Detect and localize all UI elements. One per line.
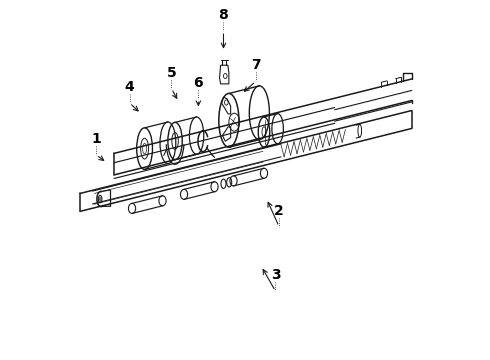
Text: 2: 2 — [274, 204, 284, 218]
Text: 3: 3 — [270, 268, 280, 282]
Text: 5: 5 — [167, 66, 176, 80]
Text: 6: 6 — [194, 76, 203, 90]
Text: 4: 4 — [124, 80, 134, 94]
Text: 8: 8 — [219, 8, 228, 22]
Text: 7: 7 — [251, 58, 261, 72]
Text: 1: 1 — [91, 132, 101, 146]
